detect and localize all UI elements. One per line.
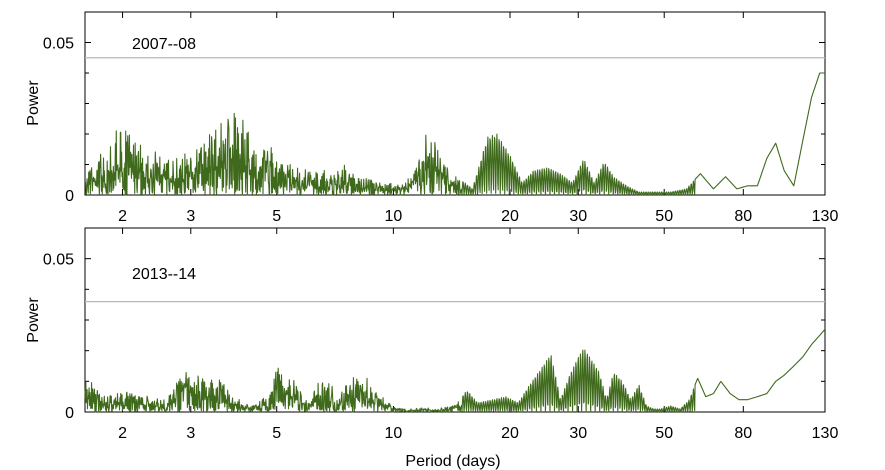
- y-tick-label: 0.05: [43, 252, 74, 269]
- x-tick-label: 5: [272, 425, 281, 442]
- x-tick-label: 10: [384, 425, 402, 442]
- x-axis-title: Period (days): [405, 453, 500, 470]
- power-series-line: [84, 72, 826, 196]
- season-annotation: 2007--08: [132, 36, 196, 53]
- x-tick-label: 2: [118, 208, 127, 225]
- x-tick-label: 2: [118, 425, 127, 442]
- x-tick-label: 30: [569, 425, 587, 442]
- x-tick-label: 3: [186, 425, 195, 442]
- x-tick-label: 20: [501, 208, 519, 225]
- x-tick-label: 5: [272, 208, 281, 225]
- y-tick-label: 0.05: [43, 36, 74, 53]
- x-tick-label: 50: [655, 425, 673, 442]
- x-tick-label: 80: [734, 208, 752, 225]
- y-tick-label: 0: [65, 188, 74, 205]
- x-tick-label: 30: [569, 208, 587, 225]
- x-tick-label: 130: [812, 208, 839, 225]
- x-tick-label: 80: [734, 425, 752, 442]
- x-tick-label: 10: [384, 208, 402, 225]
- y-axis-title: Power: [25, 297, 42, 343]
- x-tick-label: 3: [186, 208, 195, 225]
- x-tick-label: 50: [655, 208, 673, 225]
- panel-2013-14: 2 3 5 10 20 30 50 80 130 0 0.05 Power 2013--14: [25, 227, 839, 442]
- season-annotation: 2013--14: [132, 266, 196, 283]
- panel-2007-08: 2 3 5 10 20 30 50 80 130 0 0.05 Power 2007--08: [25, 11, 839, 225]
- x-tick-label: 130: [812, 425, 839, 442]
- y-axis-title: Power: [25, 80, 42, 126]
- power-series-line: [84, 328, 826, 413]
- x-tick-label: 20: [501, 425, 519, 442]
- y-tick-label: 0: [65, 405, 74, 422]
